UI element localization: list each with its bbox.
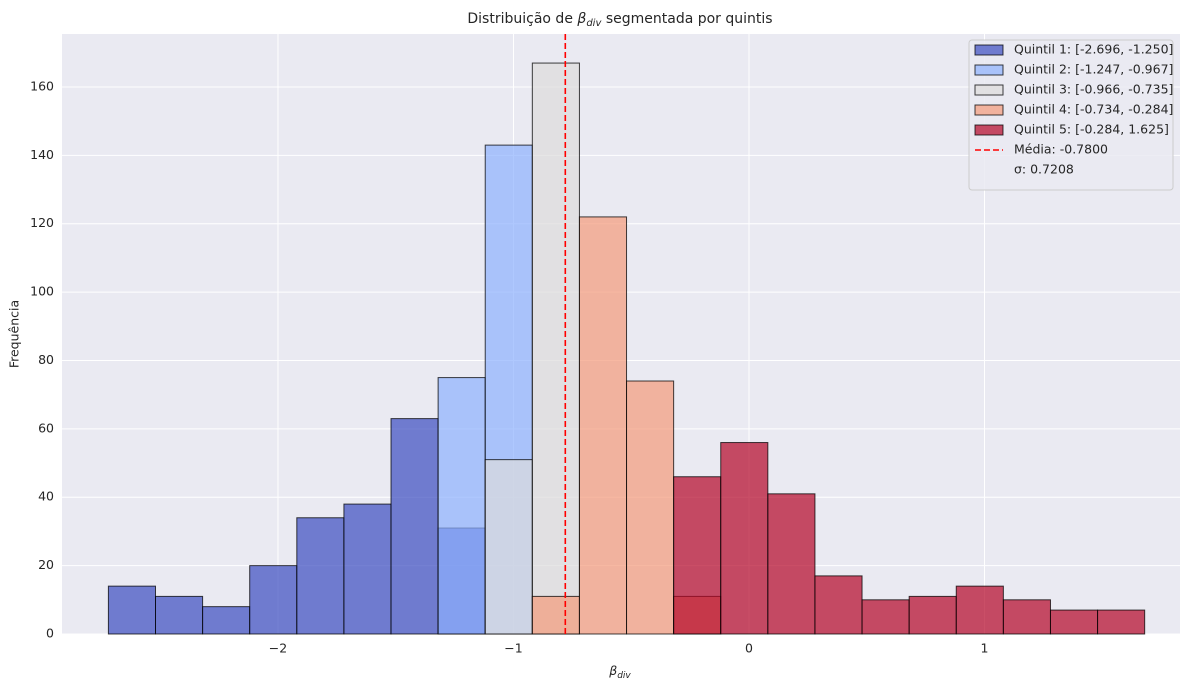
bar — [249, 565, 298, 635]
bar — [1097, 609, 1146, 635]
legend-swatch — [974, 104, 1004, 116]
bar — [720, 442, 769, 635]
legend-swatch — [974, 124, 1004, 136]
bar — [390, 418, 439, 635]
bar — [626, 380, 675, 635]
bar — [107, 585, 157, 635]
bar — [343, 503, 392, 635]
legend-swatch — [974, 64, 1004, 76]
legend-label: Quintil 1: [-2.696, -1.250] — [1014, 42, 1173, 57]
legend-swatch — [974, 44, 1004, 56]
x-tick-label: −1 — [504, 641, 522, 656]
legend-label: Quintil 4: [-0.734, -0.284] — [1014, 102, 1173, 117]
y-tick-label: 20 — [38, 557, 54, 572]
y-tick-label: 100 — [30, 284, 54, 299]
bar — [296, 517, 345, 635]
y-axis-label: Frequência — [7, 300, 22, 368]
x-axis-label: βdiv — [608, 663, 631, 681]
bar — [861, 599, 910, 635]
legend-label: σ: 0.7208 — [1014, 162, 1074, 177]
y-tick-label: 40 — [38, 489, 54, 504]
x-tick-label: 0 — [745, 641, 753, 656]
bar — [673, 476, 722, 635]
y-tick-label: 140 — [30, 147, 54, 162]
legend-label: Quintil 3: [-0.966, -0.735] — [1014, 82, 1173, 97]
y-tick-label: 120 — [30, 215, 54, 230]
x-tick-label: −2 — [269, 641, 287, 656]
legend-label: Quintil 5: [-0.284, 1.625] — [1014, 122, 1169, 137]
y-tick-label: 0 — [46, 626, 54, 641]
legend-label: Média: -0.7800 — [1014, 142, 1108, 157]
legend-swatch — [974, 84, 1004, 96]
bar — [484, 459, 533, 635]
legend-label: Quintil 2: [-1.247, -0.967] — [1014, 62, 1173, 77]
y-tick-label: 160 — [30, 78, 54, 93]
bar — [578, 216, 628, 635]
chart-title: Distribuição de βdiv segmentada por quin… — [467, 11, 772, 29]
bar — [1002, 599, 1051, 635]
bar — [1049, 609, 1099, 635]
bar — [155, 595, 204, 635]
bar — [437, 377, 486, 635]
bar — [202, 606, 251, 635]
x-tick-label: 1 — [981, 641, 989, 656]
bar — [767, 493, 816, 635]
bar — [814, 575, 863, 635]
bar — [908, 595, 957, 635]
legend-box — [968, 39, 1174, 191]
y-tick-label: 60 — [38, 420, 54, 435]
y-tick-label: 80 — [38, 352, 54, 367]
bar — [531, 595, 580, 635]
bar — [531, 62, 580, 635]
bar — [955, 585, 1004, 635]
